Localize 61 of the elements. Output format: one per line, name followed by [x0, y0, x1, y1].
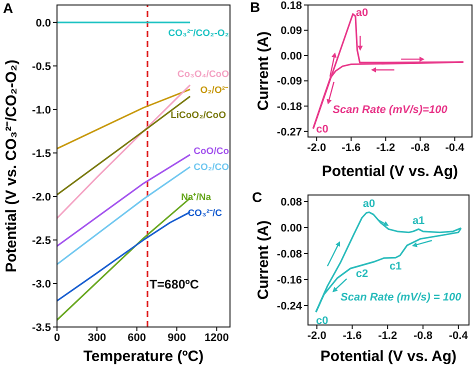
x-tick-label: -0.8: [410, 142, 430, 154]
series-label: LiCoO₂/CoO: [170, 110, 226, 121]
y-axis-title: Current (A): [255, 220, 272, 300]
x-tick-label: 600: [128, 332, 146, 344]
x-tick-label: -1.2: [378, 330, 398, 342]
x-tick-label: 900: [168, 332, 186, 344]
x-tick-label: -1.2: [376, 142, 396, 154]
x-tick-label: -1.6: [342, 330, 362, 342]
series-label: Co₃O₄/CoO: [177, 69, 229, 80]
y-tick-label: -0.27: [276, 126, 302, 138]
series-label: CO₂/CO: [194, 162, 229, 173]
x-tick-label: 300: [88, 332, 106, 344]
y-axis-title: Potential (V vs. CO₃²⁻/CO₂-O₂): [3, 60, 20, 272]
y-tick-label: -1.5: [32, 148, 51, 160]
x-tick-label: -2.0: [307, 142, 326, 154]
annotation: c0: [316, 124, 328, 136]
y-tick-label: -1.0: [32, 104, 51, 116]
x-tick-label: -2.0: [307, 330, 326, 342]
y-tick-label: 0.0: [36, 17, 51, 30]
ref-line-label: T=680ºC: [149, 277, 199, 292]
y-tick-label: 0.08: [280, 196, 302, 208]
y-tick-label: -3.0: [32, 278, 51, 290]
x-tick-label: -0.8: [414, 330, 432, 342]
y-tick-label: -2.5: [32, 234, 51, 247]
x-axis-title: Potential (V vs. Ag): [322, 163, 458, 180]
series-label: CO₃²⁻/C: [188, 208, 222, 219]
y-tick-label: -0.5: [32, 60, 51, 73]
y-tick-label: -2.0: [32, 191, 51, 204]
y-tick-label: -0.16: [276, 274, 302, 286]
y-tick-label: 0.00: [280, 50, 302, 62]
annotation: a0: [356, 6, 368, 19]
chart-title: C: [252, 189, 262, 205]
annotation: c2: [356, 268, 368, 280]
x-tick-label: 1200: [204, 332, 229, 344]
series-label: O₂/O²⁻: [200, 85, 229, 96]
x-tick-label: -1.6: [342, 142, 361, 154]
series-label: CoO/Co: [194, 146, 230, 157]
series-label: Na⁺/Na: [181, 192, 212, 203]
y-tick-label: -3.5: [32, 322, 51, 334]
series-label: CO₃²⁻/CO₂-O₂: [168, 28, 229, 39]
y-tick-label: 0.09: [280, 25, 302, 38]
annotation: Scan Rate (mV/s) = 100: [340, 292, 462, 304]
x-axis-title: Potential (V vs. Ag): [320, 348, 457, 365]
y-tick-label: -0.08: [276, 248, 302, 260]
chart-title: A: [3, 0, 14, 16]
annotation: Scan Rate (mV/s)=100: [332, 104, 448, 116]
x-tick-label: -0.4: [445, 142, 466, 154]
annotation: c1: [389, 260, 402, 273]
y-tick-label: 0.18: [280, 0, 302, 12]
y-axis-title: Current (A): [255, 31, 272, 111]
y-tick-label: -0.09: [276, 76, 302, 88]
annotation: a1: [412, 215, 425, 228]
x-axis-title: Temperature (ºC): [83, 348, 204, 365]
annotation: a0: [362, 198, 376, 210]
y-tick-label: 0.00: [280, 222, 302, 234]
x-tick-label: -0.4: [448, 330, 469, 342]
y-tick-label: -0.24: [276, 300, 303, 312]
annotation: c0: [316, 315, 328, 327]
chart-title: B: [250, 0, 260, 15]
y-tick-label: -0.18: [276, 101, 302, 114]
x-tick-label: 0: [54, 332, 60, 344]
